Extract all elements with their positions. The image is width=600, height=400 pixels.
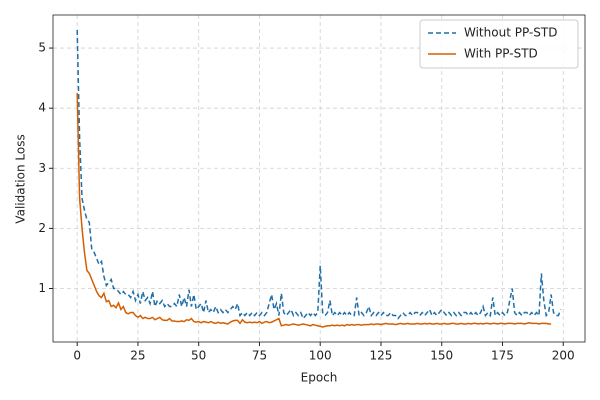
- x-tick-label: 50: [191, 349, 206, 363]
- x-tick-label: 0: [73, 349, 81, 363]
- x-tick-label: 25: [130, 349, 145, 363]
- series-line: [76, 93, 552, 328]
- legend: Without PP-STD With PP-STD: [419, 19, 579, 69]
- y-tick-label: 4: [38, 101, 46, 115]
- x-tick-label: 75: [252, 349, 267, 363]
- x-tick-label: 100: [309, 349, 332, 363]
- y-tick-label: 1: [38, 281, 46, 295]
- legend-label: Without PP-STD: [464, 26, 557, 40]
- x-tick-label: 200: [552, 349, 575, 363]
- plot-frame: [52, 14, 586, 343]
- x-axis-label: Epoch: [301, 371, 338, 385]
- x-tick-label: 125: [370, 349, 393, 363]
- y-tick-label: 2: [38, 221, 46, 235]
- series-line: [76, 30, 562, 321]
- x-tick-label: 175: [491, 349, 514, 363]
- y-tick-label: 3: [38, 161, 46, 175]
- y-axis-label: Validation Loss: [14, 134, 28, 223]
- y-tick-label: 5: [38, 41, 46, 55]
- legend-label: With PP-STD: [464, 47, 538, 61]
- x-tick-label: 150: [430, 349, 453, 363]
- legend-box: [419, 19, 579, 69]
